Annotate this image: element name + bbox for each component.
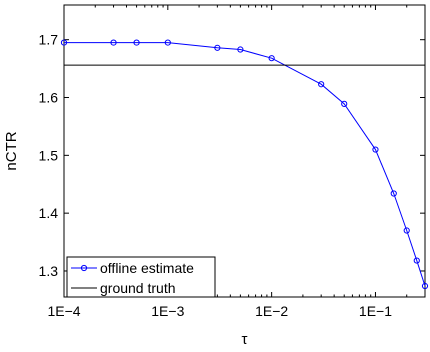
series-line-offline-estimate xyxy=(64,42,426,287)
data-point xyxy=(133,39,140,46)
x-tick-label: 1E−2 xyxy=(255,303,288,319)
data-point xyxy=(110,39,117,46)
x-tick-label: 1E−3 xyxy=(151,303,184,319)
y-tick-label: 1.4 xyxy=(39,205,59,221)
legend: offline estimate ground truth xyxy=(66,256,216,298)
data-point xyxy=(372,146,379,153)
x-tick-label: 1E−4 xyxy=(47,303,80,319)
legend-marker-offline-estimate xyxy=(80,264,88,272)
x-tick-label: 1E−1 xyxy=(359,303,392,319)
data-point xyxy=(268,55,275,62)
y-axis-title: nCTR xyxy=(3,131,20,170)
data-point xyxy=(214,44,221,51)
data-point xyxy=(390,190,397,197)
legend-label-ground-truth: ground truth xyxy=(100,280,176,296)
x-axis-title: τ xyxy=(242,331,248,348)
data-point xyxy=(164,39,171,46)
data-point xyxy=(237,46,244,53)
y-tick-label: 1.6 xyxy=(39,90,59,106)
y-tick-label: 1.3 xyxy=(39,263,59,279)
series-layer xyxy=(60,39,429,290)
y-tick-label: 1.7 xyxy=(39,32,59,48)
data-point xyxy=(60,39,68,46)
data-point xyxy=(413,257,420,264)
data-point xyxy=(318,81,325,88)
legend-box xyxy=(66,256,216,298)
data-point xyxy=(341,100,348,107)
y-tick-label: 1.5 xyxy=(39,147,59,163)
data-point xyxy=(403,227,410,234)
plot-area xyxy=(63,4,426,298)
data-point xyxy=(421,282,429,290)
legend-label-offline-estimate: offline estimate xyxy=(100,260,194,276)
